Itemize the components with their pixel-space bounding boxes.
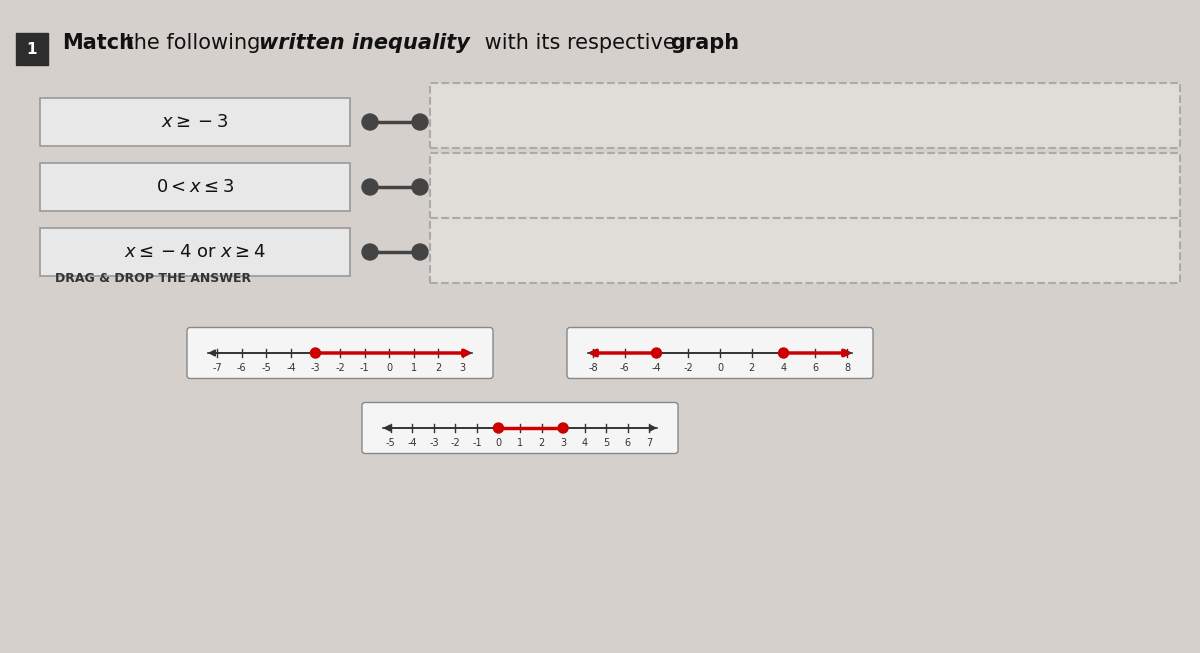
Text: -6: -6 (238, 363, 247, 373)
Text: 2: 2 (749, 363, 755, 373)
Text: 2: 2 (539, 438, 545, 448)
Circle shape (362, 114, 378, 130)
Text: 2: 2 (436, 363, 442, 373)
FancyBboxPatch shape (362, 402, 678, 453)
Circle shape (652, 348, 661, 358)
Text: -4: -4 (408, 438, 418, 448)
FancyBboxPatch shape (16, 33, 48, 65)
Text: 3: 3 (460, 363, 466, 373)
Text: -2: -2 (450, 438, 461, 448)
Text: -4: -4 (652, 363, 661, 373)
FancyBboxPatch shape (40, 228, 350, 276)
Text: -1: -1 (360, 363, 370, 373)
Text: .: . (730, 33, 737, 53)
Text: DRAG & DROP THE ANSWER: DRAG & DROP THE ANSWER (55, 272, 251, 285)
Circle shape (362, 179, 378, 195)
Text: 7: 7 (646, 438, 653, 448)
Text: -2: -2 (683, 363, 694, 373)
Circle shape (412, 244, 428, 260)
Text: 1: 1 (517, 438, 523, 448)
Text: 6: 6 (625, 438, 631, 448)
Text: the following: the following (119, 33, 266, 53)
FancyBboxPatch shape (430, 218, 1180, 283)
Text: 8: 8 (844, 363, 850, 373)
Text: $0 < x \leq 3$: $0 < x \leq 3$ (156, 178, 234, 196)
Circle shape (779, 348, 788, 358)
Text: 4: 4 (582, 438, 588, 448)
Text: Match: Match (62, 33, 134, 53)
Circle shape (493, 423, 504, 433)
Text: -7: -7 (212, 363, 222, 373)
FancyBboxPatch shape (187, 328, 493, 379)
Text: 3: 3 (560, 438, 566, 448)
Text: 0: 0 (716, 363, 724, 373)
Text: -3: -3 (430, 438, 439, 448)
Circle shape (412, 179, 428, 195)
FancyBboxPatch shape (40, 163, 350, 211)
Text: 6: 6 (812, 363, 818, 373)
Text: 1: 1 (410, 363, 416, 373)
Text: -8: -8 (588, 363, 598, 373)
FancyBboxPatch shape (40, 98, 350, 146)
Text: with its respective: with its respective (478, 33, 683, 53)
Text: $x \geq -3$: $x \geq -3$ (161, 113, 229, 131)
Text: -5: -5 (386, 438, 396, 448)
Text: -2: -2 (335, 363, 344, 373)
Circle shape (412, 114, 428, 130)
Text: -5: -5 (262, 363, 271, 373)
Text: -3: -3 (311, 363, 320, 373)
Text: -4: -4 (286, 363, 295, 373)
Circle shape (311, 348, 320, 358)
Text: 5: 5 (604, 438, 610, 448)
Text: written inequality: written inequality (259, 33, 470, 53)
FancyBboxPatch shape (430, 153, 1180, 218)
Circle shape (558, 423, 568, 433)
FancyBboxPatch shape (430, 83, 1180, 148)
Text: -1: -1 (472, 438, 481, 448)
Text: $x \leq -4$ or $x \geq 4$: $x \leq -4$ or $x \geq 4$ (124, 243, 266, 261)
Text: 0: 0 (386, 363, 392, 373)
Text: graph: graph (670, 33, 739, 53)
Text: 4: 4 (780, 363, 786, 373)
FancyBboxPatch shape (568, 328, 874, 379)
Text: -6: -6 (620, 363, 630, 373)
Text: 1: 1 (26, 42, 37, 57)
Text: 0: 0 (496, 438, 502, 448)
Circle shape (362, 244, 378, 260)
